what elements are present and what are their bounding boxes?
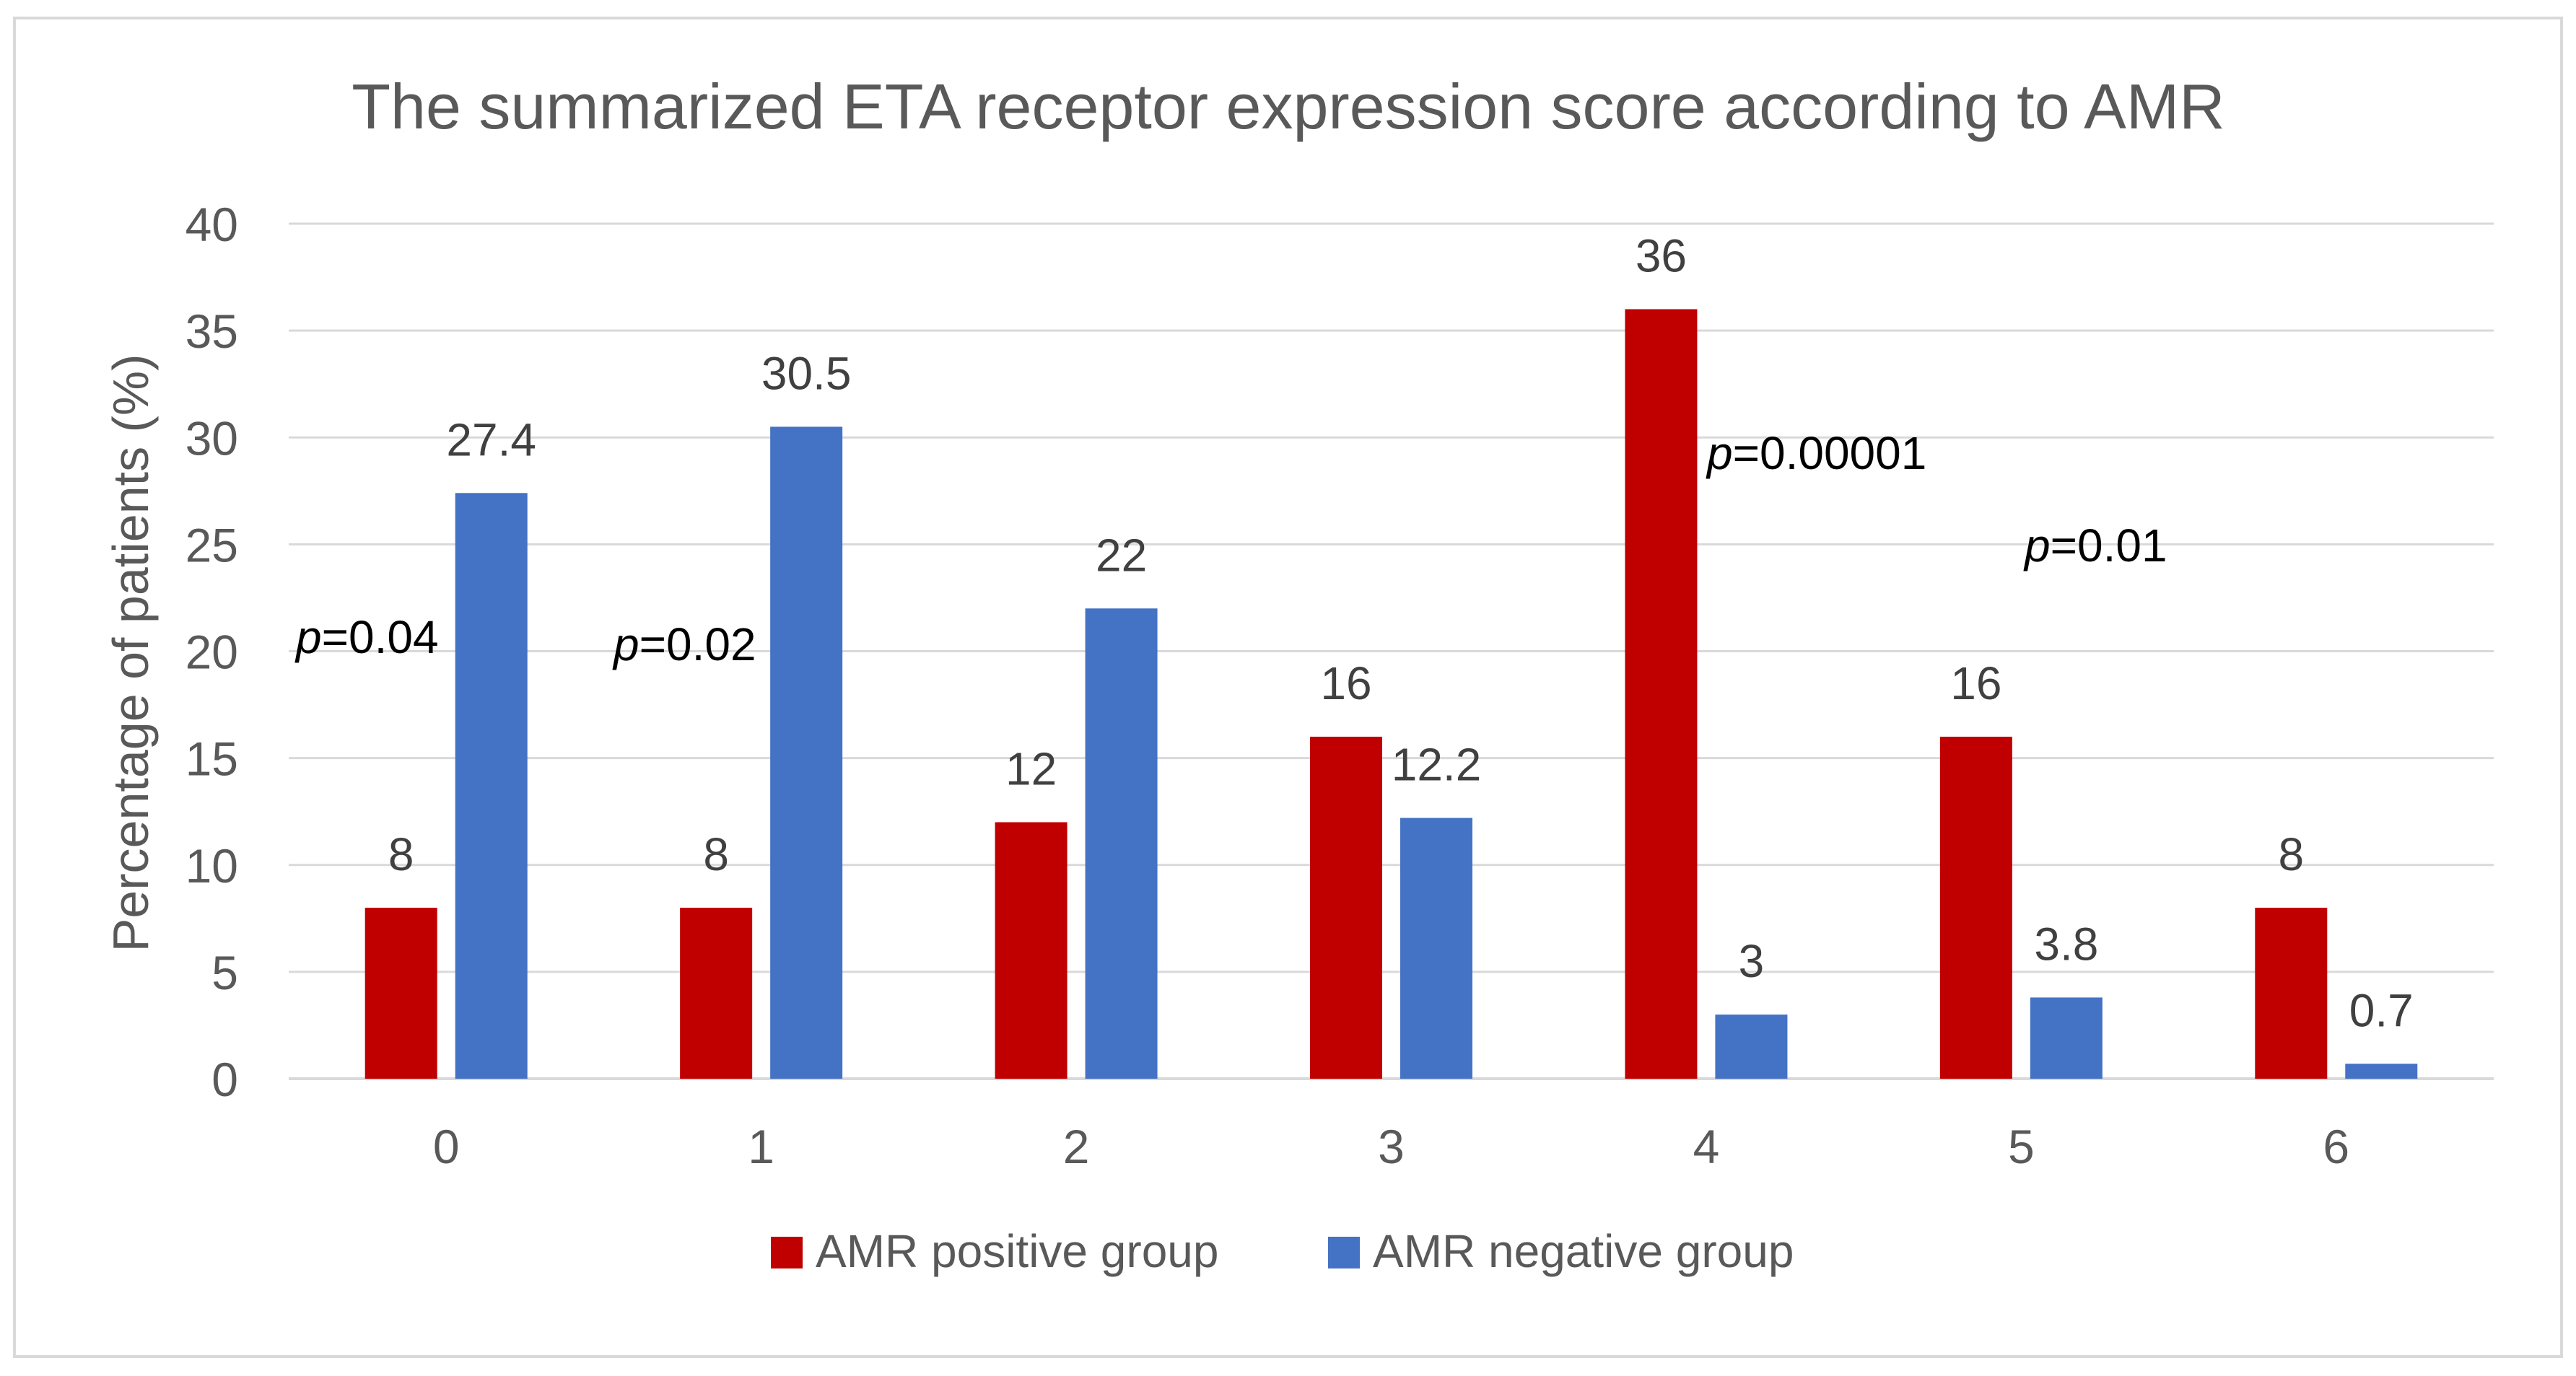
y-tick-label: 40 <box>185 198 238 251</box>
data-label: 22 <box>1096 529 1147 581</box>
y-tick-label: 10 <box>185 839 238 893</box>
p-value-annotation: p=0.00001 <box>1706 427 1926 479</box>
legend: AMR positive group AMR negative group <box>771 1225 1794 1277</box>
data-label: 12 <box>1005 743 1057 795</box>
x-tick-label: 0 <box>433 1120 460 1173</box>
bar-amr-negative <box>2030 997 2103 1079</box>
x-tick-label: 3 <box>1378 1120 1405 1173</box>
p-value-annotation: p=0.04 <box>294 611 439 663</box>
bar-amr-negative <box>2345 1064 2418 1079</box>
data-label: 16 <box>1950 657 2001 709</box>
data-label: 3.8 <box>2034 918 2098 970</box>
p-value-letter: p <box>294 611 322 663</box>
y-axis-label: Percentage of patients (%) <box>102 354 159 952</box>
p-value-text: =0.01 <box>2051 520 2167 571</box>
bar-amr-negative <box>1400 818 1472 1079</box>
data-label: 16 <box>1320 657 1371 709</box>
legend-label: AMR positive group <box>816 1225 1218 1277</box>
bar-amr-positive <box>364 908 437 1079</box>
bar-amr-negative <box>770 426 843 1079</box>
data-label: 3 <box>1739 935 1765 987</box>
data-label: 27.4 <box>446 413 536 465</box>
x-axis-ticks: 0 1 2 3 4 5 6 <box>433 1120 2349 1173</box>
y-tick-label: 25 <box>185 518 238 571</box>
x-tick-label: 1 <box>748 1120 774 1173</box>
p-value-text: =0.04 <box>322 611 439 663</box>
gridlines <box>289 222 2494 1080</box>
y-tick-label: 0 <box>211 1053 238 1106</box>
legend-swatch <box>771 1237 803 1268</box>
bar-amr-positive <box>2255 908 2328 1079</box>
bar-amr-negative <box>1715 1015 1788 1079</box>
y-tick-label: 20 <box>185 626 238 679</box>
data-labels: 8 27.4 8 30.5 12 22 16 12.2 36 3 16 3.8 8 0.7 <box>388 230 2414 1037</box>
bar-amr-positive <box>680 908 753 1079</box>
x-tick-label: 5 <box>2008 1120 2035 1173</box>
x-tick-label: 4 <box>1693 1120 1720 1173</box>
y-tick-label: 30 <box>185 411 238 465</box>
x-tick-label: 2 <box>1063 1120 1090 1173</box>
legend-label: AMR negative group <box>1373 1225 1794 1277</box>
chart-title: The summarized ETA receptor expression s… <box>352 71 2224 142</box>
y-axis-ticks: 0 5 10 15 20 25 30 35 40 <box>185 198 238 1106</box>
x-tick-label: 6 <box>2323 1120 2349 1173</box>
bars <box>364 309 2418 1079</box>
p-value-letter: p <box>2023 520 2051 571</box>
data-label: 8 <box>703 828 729 880</box>
y-tick-label: 5 <box>211 946 238 999</box>
p-value-annotation: p=0.02 <box>612 618 756 670</box>
p-value-text: =0.00001 <box>1733 427 1927 479</box>
y-tick-label: 15 <box>185 732 238 786</box>
legend-swatch <box>1328 1237 1360 1268</box>
data-label: 12.2 <box>1392 739 1482 791</box>
p-value-annotation: p=0.01 <box>2023 520 2167 571</box>
chart-border <box>13 17 2563 1358</box>
p-value-letter: p <box>1706 427 1733 479</box>
data-label: 8 <box>2278 828 2304 880</box>
p-value-text: =0.02 <box>639 618 756 670</box>
bar-amr-positive <box>1310 737 1382 1079</box>
p-value-letter: p <box>612 618 639 670</box>
bar-amr-negative <box>455 493 528 1079</box>
bar-amr-positive <box>1939 737 2012 1079</box>
bar-amr-positive <box>1625 309 1698 1079</box>
data-label: 30.5 <box>761 347 852 399</box>
y-tick-label: 35 <box>185 304 238 358</box>
bar-amr-positive <box>995 822 1067 1079</box>
bar-amr-negative <box>1085 608 1158 1079</box>
data-label: 8 <box>388 828 414 880</box>
data-label: 36 <box>1636 230 1687 282</box>
data-label: 0.7 <box>2349 984 2414 1036</box>
